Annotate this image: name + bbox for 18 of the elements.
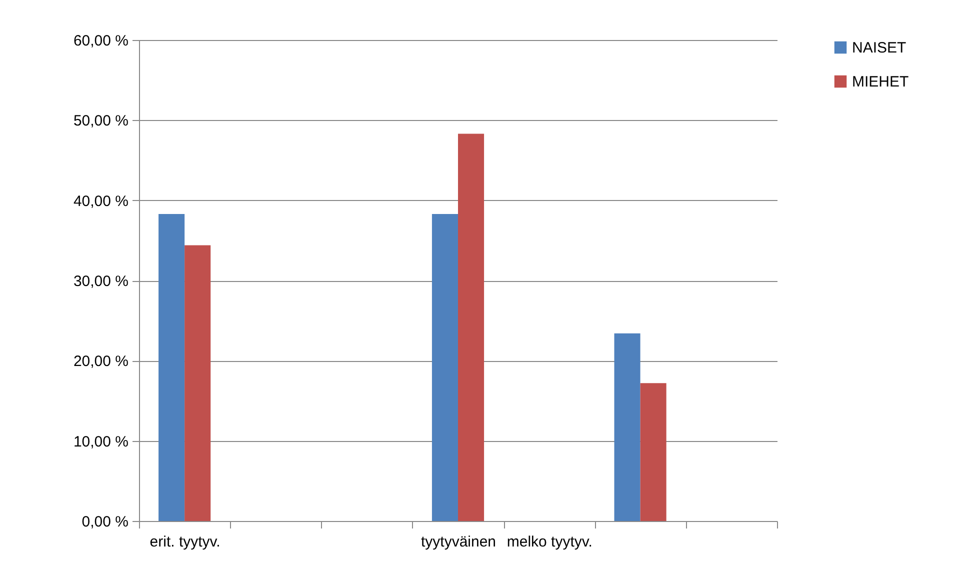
- bar: [158, 214, 185, 521]
- y-tick-label: 0,00 %: [82, 514, 128, 530]
- y-tick-label: 50,00 %: [73, 112, 128, 130]
- y-tick-label: 60,00 %: [73, 32, 128, 50]
- legend-label: MIEHET: [852, 74, 909, 90]
- bar: [432, 214, 458, 521]
- bar: [614, 333, 640, 521]
- legend-label: NAISET: [852, 40, 906, 56]
- bar: [640, 383, 666, 521]
- y-tick-label: 40,00 %: [73, 192, 128, 210]
- y-tick-label: 10,00 %: [73, 433, 128, 450]
- bar: [458, 134, 484, 521]
- x-tick-label: erit. tyytyv.: [150, 534, 220, 550]
- y-tick-label: 20,00 %: [73, 353, 128, 370]
- x-tick-label: melko tyytyv.: [506, 534, 592, 550]
- y-tick-label: 30,00 %: [73, 273, 128, 290]
- bar: [184, 245, 211, 521]
- x-tick-label: tyytyväinen: [420, 534, 496, 550]
